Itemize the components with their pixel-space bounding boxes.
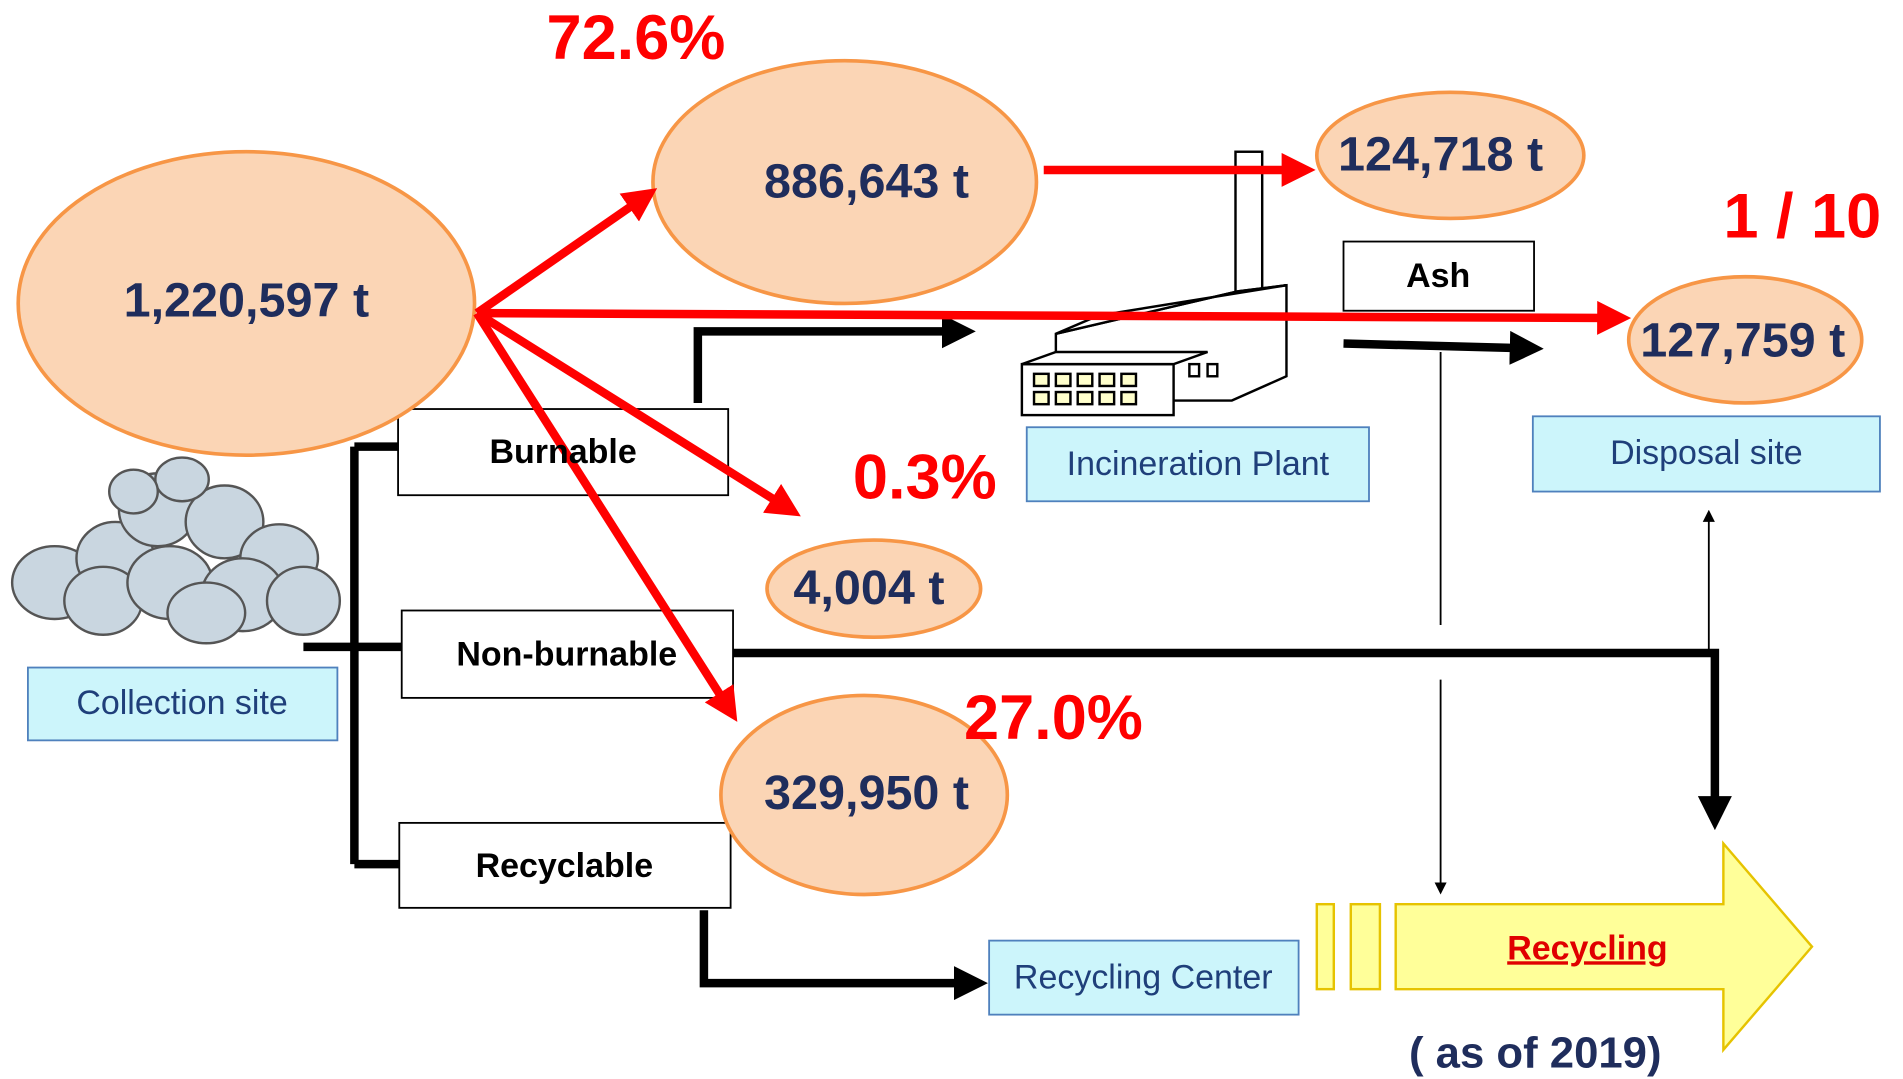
facility-label: Incineration Plant (1067, 445, 1330, 483)
note: ( as of 2019) (1409, 1028, 1662, 1077)
amount: 4,004 t (793, 561, 944, 615)
facility-label: Recycling Center (1014, 958, 1273, 996)
category-label: Burnable (490, 433, 637, 471)
garbage-bags (12, 458, 340, 644)
percentage: 72.6% (546, 3, 725, 73)
amount: 124,718 t (1338, 128, 1543, 182)
percentage: 27.0% (964, 683, 1143, 753)
factory (1022, 152, 1287, 415)
category-label: Non-burnable (456, 636, 677, 674)
ratio: 1 / 10 (1723, 182, 1881, 252)
amount: 329,950 t (764, 766, 969, 820)
ash-label: Ash (1406, 257, 1470, 295)
amount: 127,759 t (1640, 313, 1845, 367)
amount: 1,220,597 t (124, 273, 370, 327)
facility-label: Collection site (76, 684, 287, 722)
facility-label: Disposal site (1610, 434, 1803, 472)
recycling-label: Recycling (1507, 929, 1667, 967)
amount: 886,643 t (764, 154, 969, 208)
percentage: 0.3% (853, 443, 997, 513)
category-label: Recyclable (476, 847, 654, 885)
diagram: 1,220,597 t 886,643 t 124,718 t 127,759 … (0, 0, 1903, 1079)
